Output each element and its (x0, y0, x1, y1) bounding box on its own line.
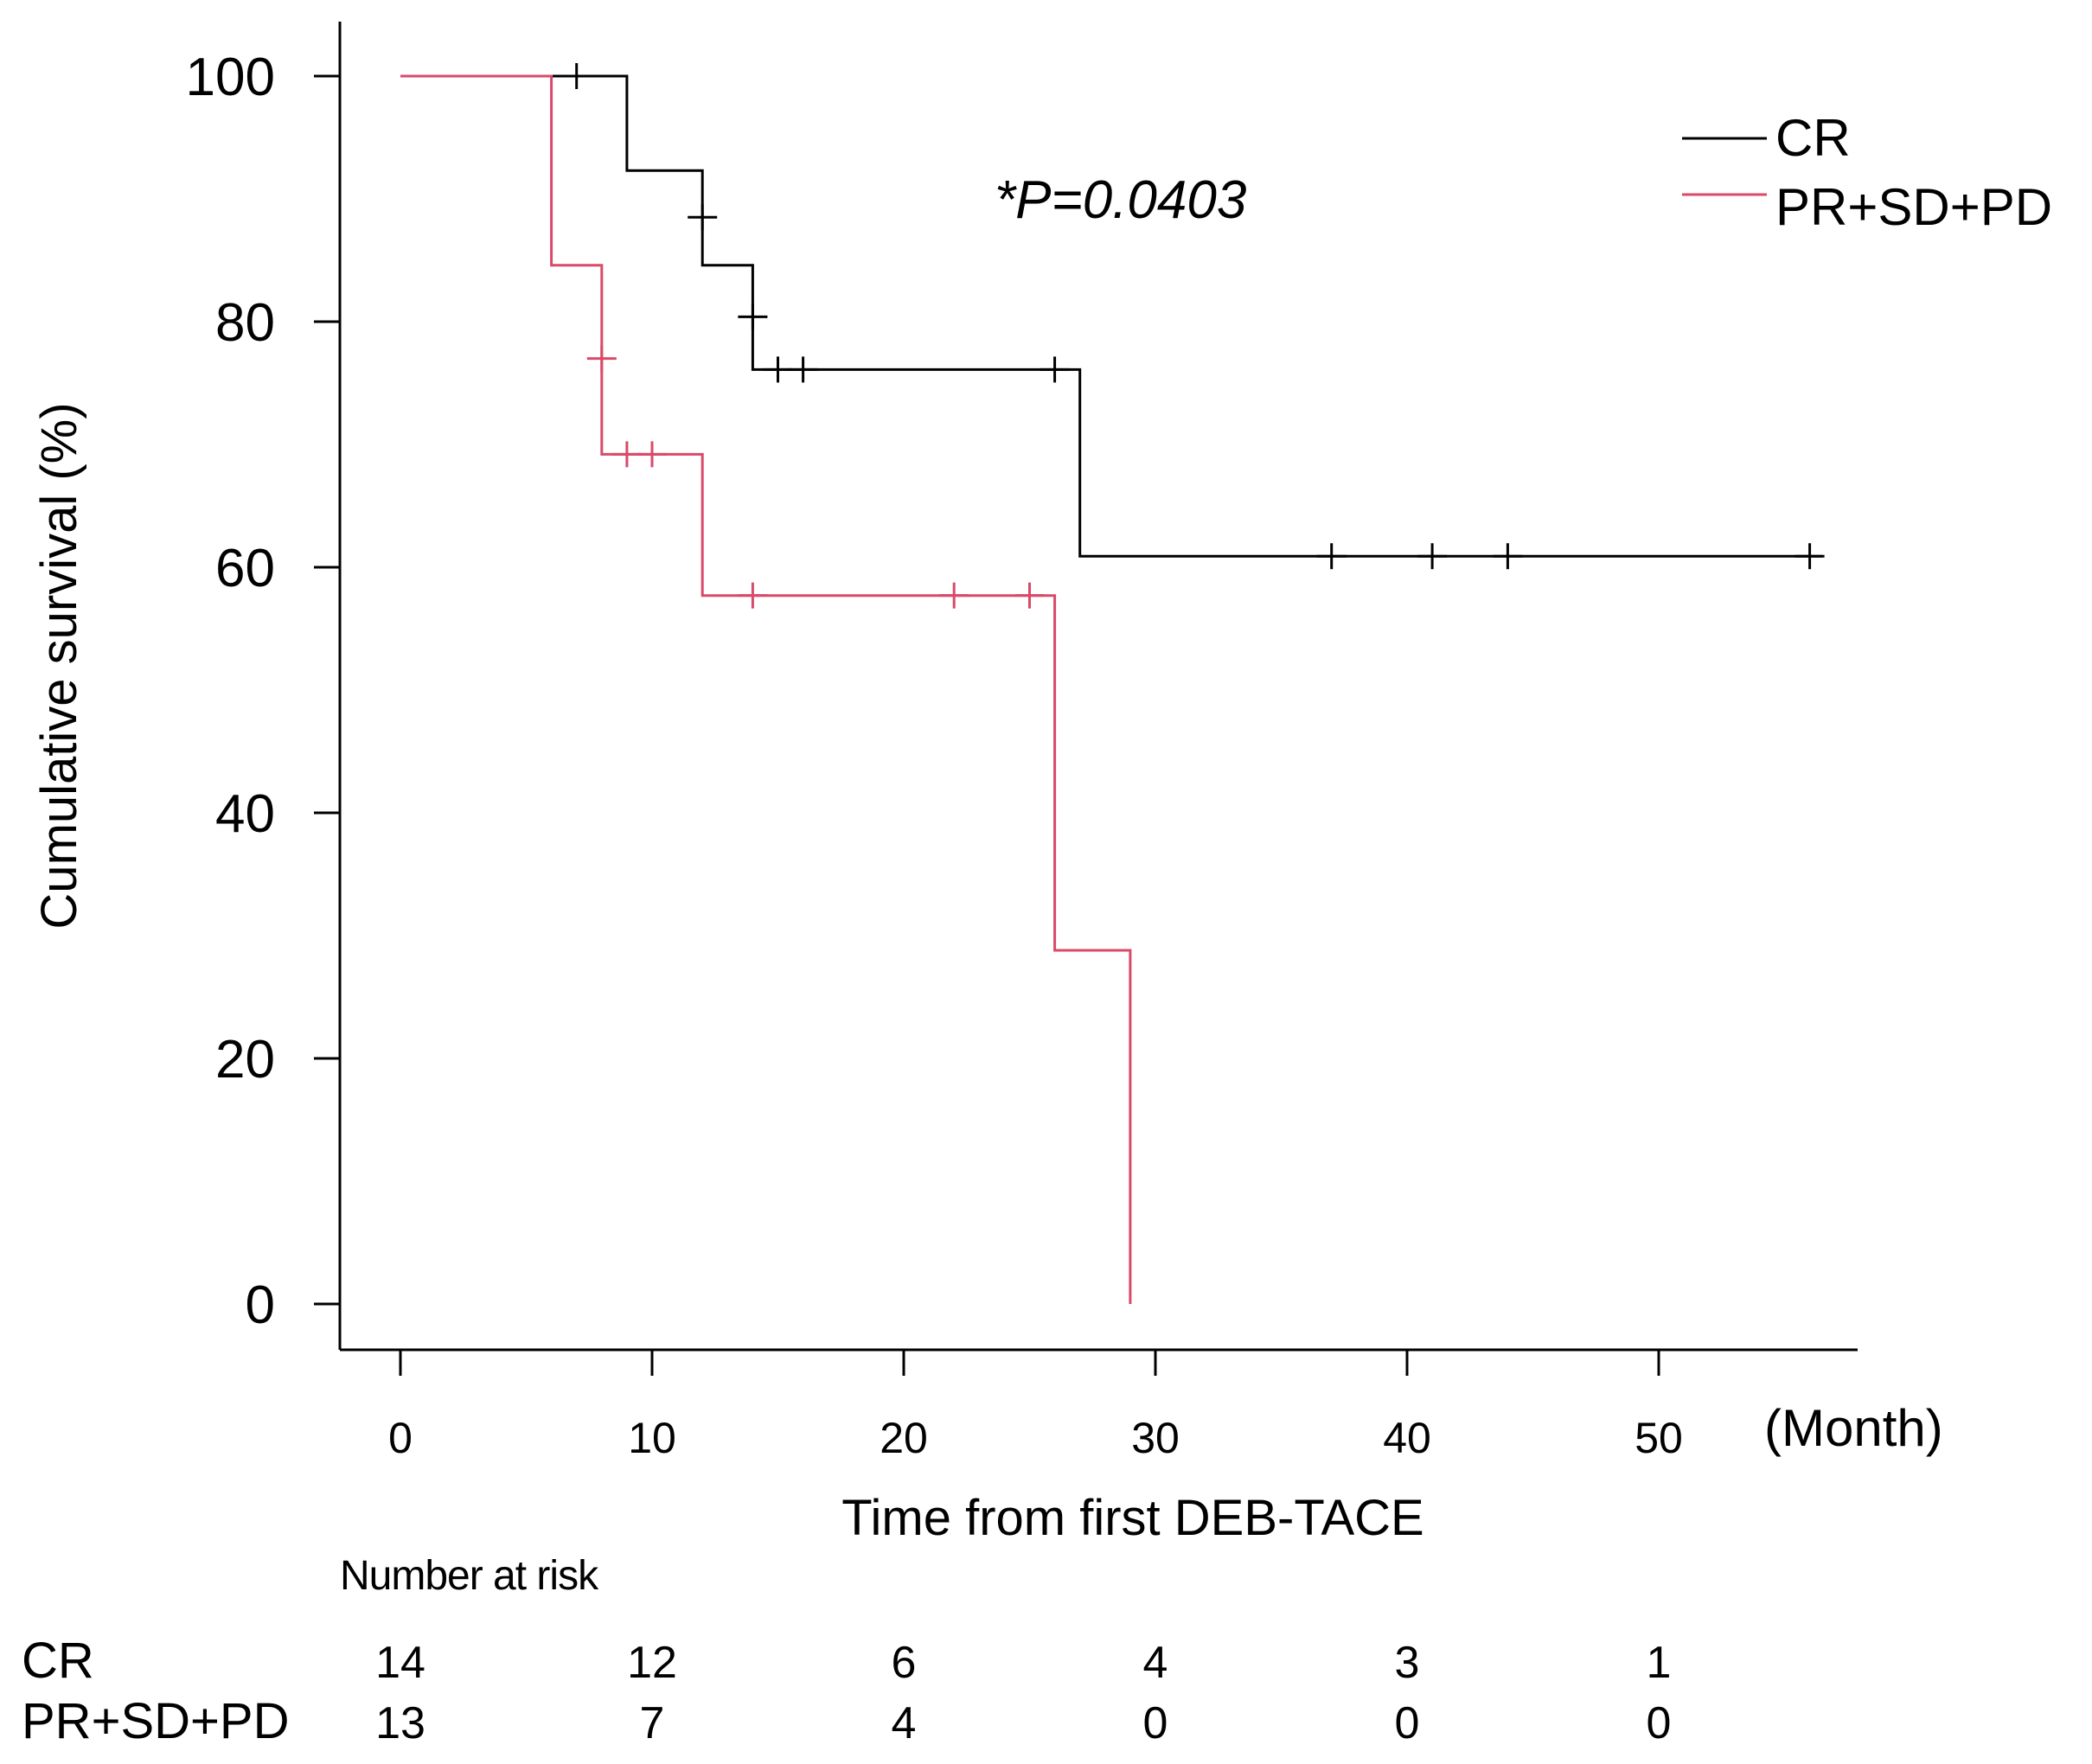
x-tick-label-40: 40 (1383, 1414, 1431, 1462)
risk-value-pr-sd-pd-1: 7 (640, 1698, 665, 1748)
risk-value-cr-4: 3 (1395, 1638, 1420, 1688)
series-line-cr (400, 74, 1823, 558)
risk-value-cr-5: 1 (1647, 1638, 1672, 1688)
risk-value-pr-sd-pd-4: 0 (1395, 1698, 1420, 1748)
y-tick-label-100: 100 (186, 48, 275, 107)
x-axis-title: Time from first DEB-TACE (841, 1490, 1423, 1546)
series-line-pr-sd-pd (400, 74, 1132, 1304)
y-axis-title: Cumulative survival (%) (31, 402, 87, 929)
risk-value-pr-sd-pd-2: 4 (892, 1698, 917, 1748)
x-tick-label-30: 30 (1131, 1414, 1180, 1462)
x-tick-label-20: 20 (880, 1414, 928, 1462)
p-value-annotation: *P=0.0403 (995, 170, 1246, 230)
y-tick-label-0: 0 (246, 1275, 275, 1335)
legend-label-pr-sd-pd: PR+SD+PD (1775, 178, 2052, 236)
risk-value-cr-0: 14 (375, 1638, 425, 1688)
risk-value-pr-sd-pd-0: 13 (375, 1698, 425, 1748)
y-tick-label-80: 80 (215, 293, 275, 353)
x-tick-label-50: 50 (1635, 1414, 1683, 1462)
risk-row-label-pr-sd-pd: PR+SD+PD (22, 1693, 289, 1749)
x-tick-label-0: 0 (388, 1414, 413, 1462)
risk-value-cr-2: 6 (892, 1638, 917, 1688)
risk-value-cr-3: 4 (1143, 1638, 1168, 1688)
x-axis-unit: (Month) (1764, 1399, 1943, 1457)
y-tick-label-40: 40 (215, 784, 275, 844)
series-layer (400, 63, 1825, 1304)
risk-value-cr-1: 12 (627, 1638, 677, 1688)
risk-value-pr-sd-pd-5: 0 (1647, 1698, 1672, 1748)
y-tick-label-20: 20 (215, 1030, 275, 1090)
risk-values-layer: 14 12 6 4 3 1 13 7 4 0 0 0 (375, 1638, 1671, 1748)
x-tick-label-10: 10 (628, 1414, 676, 1462)
legend-label-cr: CR (1775, 109, 1851, 167)
ticks-layer: 0 20 40 60 80 100 0 10 20 30 40 50 (186, 48, 1683, 1462)
y-tick-label-60: 60 (215, 539, 275, 598)
risk-value-pr-sd-pd-3: 0 (1143, 1698, 1168, 1748)
risk-table-title: Number at risk (340, 1553, 599, 1599)
risk-row-label-cr: CR (22, 1633, 94, 1689)
